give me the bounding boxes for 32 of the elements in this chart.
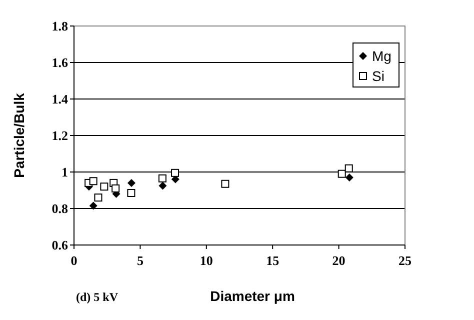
- y-tick-label: 1.2: [52, 128, 68, 144]
- y-tick-label: 1: [62, 164, 68, 180]
- point: [338, 170, 346, 178]
- text: (d) 5 kV: [76, 290, 118, 304]
- y-axis-title: Particle/Bulk: [11, 92, 27, 178]
- x-tick-label: 15: [266, 253, 280, 268]
- legend-label: Si: [372, 68, 384, 84]
- point: [89, 202, 98, 210]
- legend-label: Mg: [372, 48, 392, 64]
- y-tick-label: 1.8: [52, 18, 68, 34]
- point: [100, 182, 108, 191]
- point: [112, 184, 120, 192]
- x-tick-label: 25: [398, 253, 412, 268]
- x-axis-title: Diameter μm: [210, 288, 295, 304]
- point: [158, 182, 167, 190]
- point: [89, 177, 98, 186]
- y-tick-label: 1.6: [52, 55, 68, 70]
- point: [94, 194, 102, 202]
- y-tick-label: 0.6: [52, 238, 68, 253]
- point: [221, 180, 230, 188]
- x-tick-label: 0: [70, 253, 78, 268]
- point: [158, 174, 166, 182]
- point: [127, 178, 136, 187]
- x-tick-label: 5: [136, 253, 144, 268]
- point: [345, 173, 354, 182]
- x-tick-label: 20: [332, 253, 346, 268]
- y-tick-label: 1.4: [52, 92, 68, 107]
- y-tick-label: 0.8: [52, 201, 68, 216]
- point: [344, 164, 353, 172]
- point: [127, 188, 136, 197]
- point: [171, 168, 180, 177]
- x-tick-label: 10: [200, 253, 213, 268]
